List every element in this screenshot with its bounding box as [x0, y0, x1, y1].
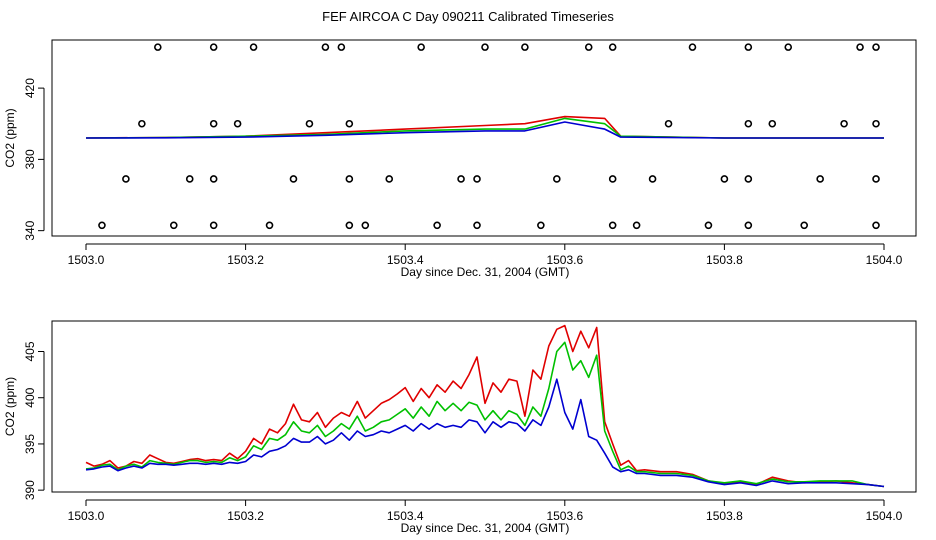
series-line-green — [85, 341, 885, 488]
chart-title: FEF AIRCOA C Day 090211 Calibrated Times… — [322, 9, 614, 24]
y-tick-label: 340 — [23, 220, 37, 240]
calibration-point — [872, 221, 880, 230]
x-tick-label: 1503.6 — [546, 509, 583, 523]
x-tick-label: 1503.4 — [387, 253, 424, 267]
x-tick-label: 1503.6 — [546, 253, 583, 267]
calibration-point — [138, 119, 146, 128]
calibration-point — [433, 221, 441, 230]
y-tick-label: 405 — [23, 341, 37, 361]
calibration-point — [209, 119, 218, 128]
calibration-point — [385, 175, 394, 183]
series-line-blue — [85, 121, 884, 139]
calibration-point — [784, 43, 793, 51]
calibration-point — [209, 175, 218, 183]
y-tick-label: 390 — [23, 480, 37, 500]
calibration-point — [872, 119, 880, 128]
series-line-green — [85, 117, 884, 139]
calibration-point — [233, 119, 242, 128]
y-tick-label: 420 — [23, 78, 37, 98]
calibration-point — [209, 43, 218, 51]
calibration-point — [154, 43, 162, 51]
x-tick-label: 1503.2 — [227, 253, 264, 267]
calibration-point — [345, 221, 354, 230]
y-tick-label: 400 — [23, 387, 37, 407]
x-axis-label-2: Day since Dec. 31, 2004 (GMT) — [401, 521, 570, 535]
series-line-red — [85, 115, 884, 139]
calibration-point — [169, 221, 178, 230]
calibration-point — [744, 221, 753, 230]
plot-frame-2 — [51, 320, 917, 493]
y-tick-label: 380 — [23, 149, 37, 169]
calibration-point — [457, 175, 465, 183]
calibration-point — [856, 43, 864, 51]
calibration-point — [584, 43, 593, 51]
calibration-point — [122, 175, 130, 183]
x-tick-label: 1503.2 — [227, 509, 264, 523]
calibration-point — [521, 43, 529, 51]
y-axis-label-1: CO2 (ppm) — [3, 108, 17, 167]
x-tick-label: 1503.0 — [68, 253, 105, 267]
calibration-point — [185, 175, 194, 183]
calibration-point — [249, 43, 258, 51]
calibration-point — [872, 43, 880, 51]
x-tick-label: 1504.0 — [866, 253, 903, 267]
calibration-point — [553, 175, 561, 183]
calibration-point — [473, 221, 481, 230]
calibration-point — [361, 221, 370, 230]
calibration-point — [632, 221, 641, 230]
calibration-point — [688, 43, 697, 51]
series-line-red — [85, 324, 885, 488]
calibration-point — [289, 175, 298, 183]
calibration-point — [345, 119, 354, 128]
calibration-point — [337, 43, 346, 51]
calibration-point — [537, 221, 545, 230]
calibration-point — [265, 221, 274, 230]
calibration-point — [321, 43, 330, 51]
calibration-point — [816, 175, 824, 183]
x-axis-label-1: Day since Dec. 31, 2004 (GMT) — [401, 265, 570, 279]
calibration-point — [744, 43, 753, 51]
calibration-point — [744, 175, 753, 183]
calibration-point — [608, 221, 617, 230]
calibration-point — [305, 119, 314, 128]
calibration-point — [768, 119, 777, 128]
calibration-point — [98, 221, 106, 230]
calibration-point — [648, 175, 657, 183]
x-tick-label: 1503.0 — [68, 509, 105, 523]
calibration-point — [481, 43, 489, 51]
x-tick-label: 1503.8 — [706, 509, 743, 523]
calibration-point — [872, 175, 880, 183]
calibration-point — [744, 119, 753, 128]
calibration-point — [664, 119, 673, 128]
calibration-point — [704, 221, 713, 230]
x-tick-label: 1504.0 — [866, 509, 903, 523]
calibration-point — [608, 43, 617, 51]
calibration-point — [345, 175, 354, 183]
y-tick-label: 395 — [23, 434, 37, 454]
calibration-point — [840, 119, 848, 128]
x-tick-label: 1503.8 — [706, 253, 743, 267]
y-axis-label-2: CO2 (ppm) — [3, 377, 17, 436]
plot-frame-1 — [51, 39, 917, 237]
calibration-point — [608, 175, 617, 183]
series-line-blue — [85, 378, 885, 488]
calibration-point — [800, 221, 809, 230]
calibration-point — [720, 175, 729, 183]
calibration-point — [209, 221, 218, 230]
x-tick-label: 1503.4 — [387, 509, 424, 523]
calibration-point — [417, 43, 425, 51]
calibration-point — [473, 175, 481, 183]
